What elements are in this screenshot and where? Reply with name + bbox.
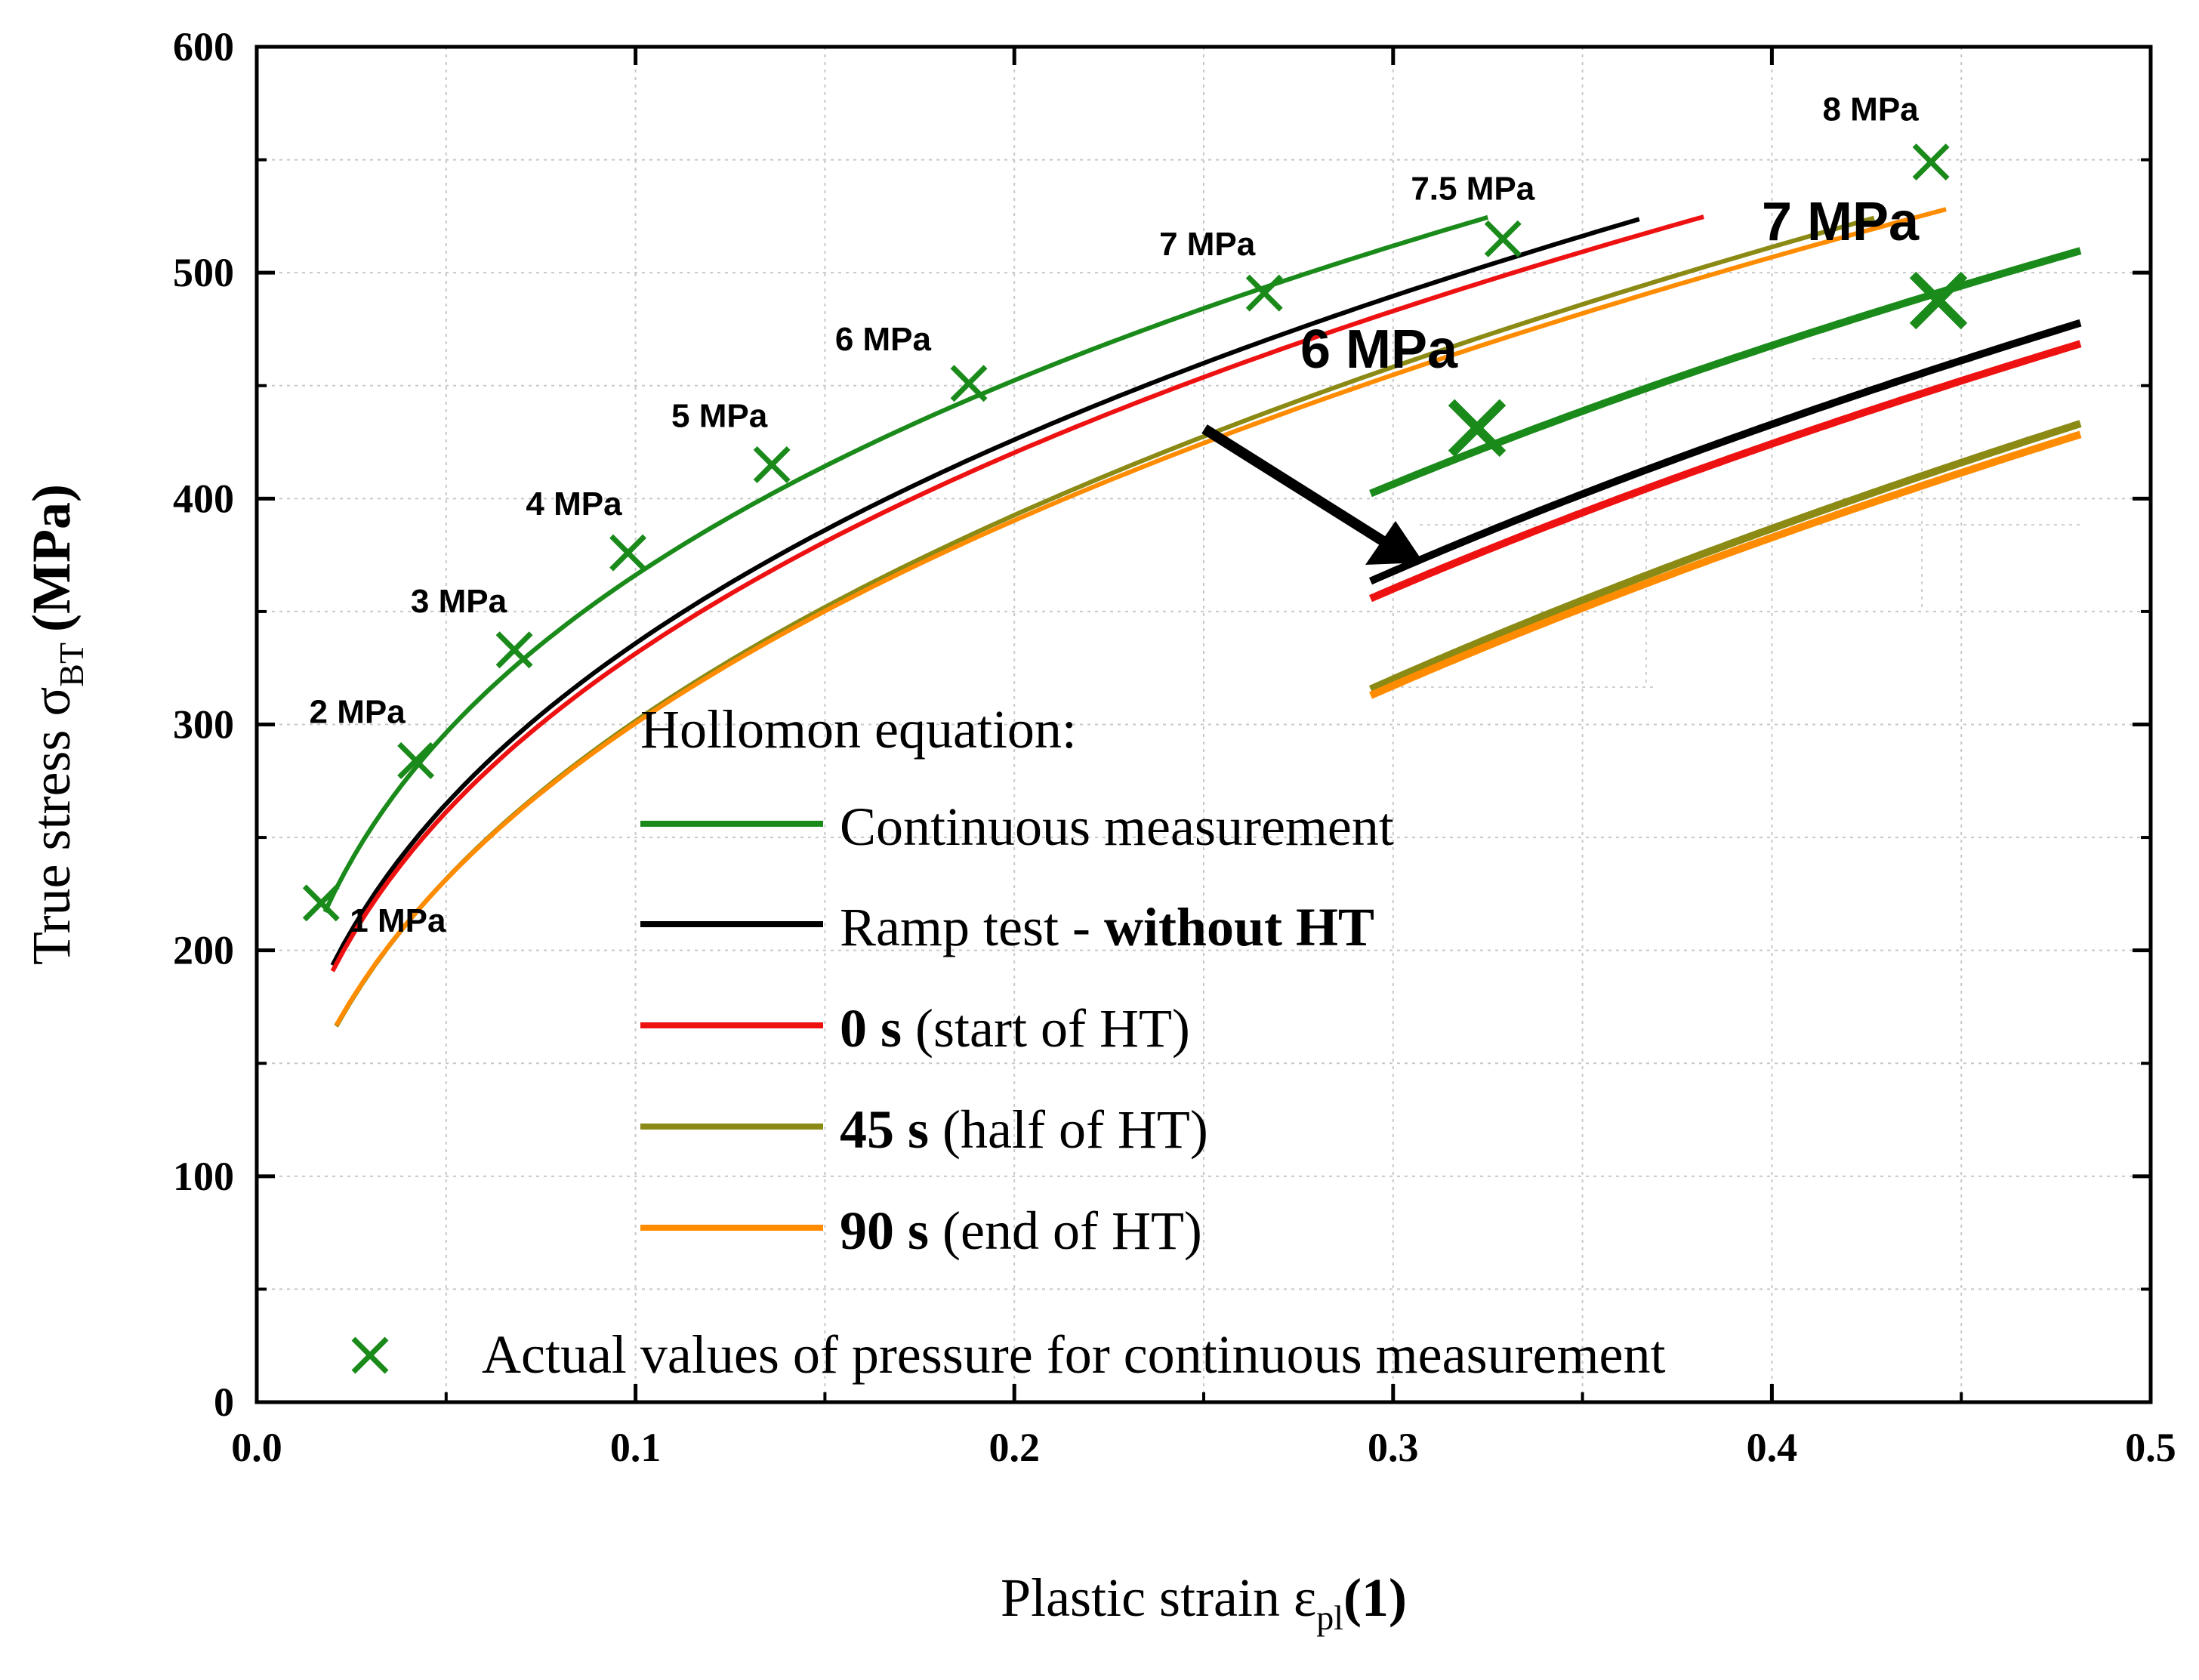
axis-ticks: 0.0 0.1 0.2 0.3 0.4 0.5 0 100 200 300 400 500 600 [173,24,2176,1470]
pressure-marker [1912,143,1950,181]
grid [257,47,2151,1402]
legend-label-text: (half of HT) [929,1099,1208,1160]
legend-label-ramp: Ramp test - without HT [840,897,1374,957]
pressure-label: 7.5 MPa [1411,170,1534,207]
inset-pressure-marker [1448,399,1507,458]
legend-marker-entry: Actual values of pressure for continuous… [351,1324,1666,1385]
inset-arrow-head [1365,521,1423,565]
y-axis-title-main: True stress σ [21,687,82,965]
x-tick-label: 0.5 [2125,1425,2176,1470]
pressure-label: 4 MPa [526,486,622,522]
legend-label-bold: 90 s [840,1201,929,1261]
x-tick-label: 0.4 [1747,1425,1798,1470]
inset-series-line-s90 [1369,430,2082,699]
inset-pressure-label: 7 MPa [1762,192,1920,252]
pressure-marker [397,741,435,779]
pressure-label: 3 MPa [411,583,507,620]
x-tick-label: 0.3 [1368,1425,1419,1470]
x-axis-title-unit: (1) [1343,1567,1407,1628]
inset-series-line-s45 [1368,420,2082,693]
legend: Hollomon equation: Continuous measuremen… [351,699,1666,1385]
legend-label-continuous: Continuous measurement [840,797,1394,857]
pressure-marker [609,534,647,572]
inset-pressure-marker [1909,271,1968,330]
x-tick-label: 0.0 [231,1425,282,1470]
y-tick-label: 100 [173,1154,234,1199]
inset-pressure-label: 6 MPa [1300,319,1458,380]
legend-label-text: (end of HT) [929,1201,1202,1261]
pressure-marker [1245,274,1283,312]
x-axis-title-main: Plastic strain ε [1001,1567,1316,1628]
legend-label-bold: 0 s [840,998,902,1059]
legend-label-text: Ramp test - [840,897,1104,957]
x-tick-label: 0.2 [988,1425,1040,1470]
legend-label-s90: 90 s (end of HT) [840,1201,1202,1261]
legend-marker-text: Actual values of pressure for continuous… [482,1324,1666,1385]
series-layer [322,207,1947,1028]
pressure-label: 6 MPa [835,321,932,358]
pressure-marker [753,445,791,483]
y-axis-title-sub: BT [52,643,91,687]
pressure-label: 7 MPa [1159,226,1256,263]
y-tick-label: 600 [173,24,234,69]
legend-label-bold: 45 s [840,1099,929,1160]
legend-marker-icon [351,1336,389,1374]
series-line-s90 [334,207,1947,1027]
pressure-marker [950,365,988,402]
x-axis-title: Plastic strain εpl(1) [1001,1567,1407,1637]
y-tick-label: 300 [173,702,234,748]
y-tick-label: 500 [173,250,234,295]
y-axis-title: True stress σBT (MPa) [21,484,91,965]
legend-label-bold: without HT [1104,897,1374,957]
legend-title: Hollomon equation: [640,699,1077,760]
legend-label-s0: 0 s (start of HT) [840,998,1190,1059]
pressure-marker [495,631,533,669]
y-tick-label: 400 [173,476,234,521]
pressure-label: 8 MPa [1822,91,1919,128]
x-axis-title-sub: pl [1316,1598,1343,1637]
pressure-label: 1 MPa [350,902,446,939]
y-tick-label: 200 [173,928,234,973]
inset-zoom: 6 MPa 7 MPa [1201,192,2082,699]
y-axis-title-unit: (MPa) [21,484,82,632]
legend-label-s45: 45 s (half of HT) [840,1099,1208,1160]
pressure-label: 2 MPa [310,693,406,730]
pressure-label: 5 MPa [671,397,768,434]
inset-arrow-shaft [1201,424,1392,550]
series-line-ramp [330,217,1640,966]
legend-label-text: Continuous measurement [840,797,1394,857]
inset-series-line-ramp [1368,319,2082,585]
legend-label-text: (start of HT) [902,998,1190,1059]
x-tick-label: 0.1 [610,1425,662,1470]
series-line-continuous [322,214,1489,913]
y-tick-label: 0 [214,1379,234,1425]
pressure-marker [1484,220,1522,257]
pressure-marker [302,884,340,922]
inset-series-line-s0 [1369,340,2082,603]
legend-entries: Continuous measurement Ramp test - withou… [640,797,1394,1261]
series-line-s0 [330,214,1704,973]
marker-layer: 1 MPa 2 MPa 3 MPa 4 MPa 5 MPa 6 MPa 7 MPa 7.5 M… [302,91,1950,939]
